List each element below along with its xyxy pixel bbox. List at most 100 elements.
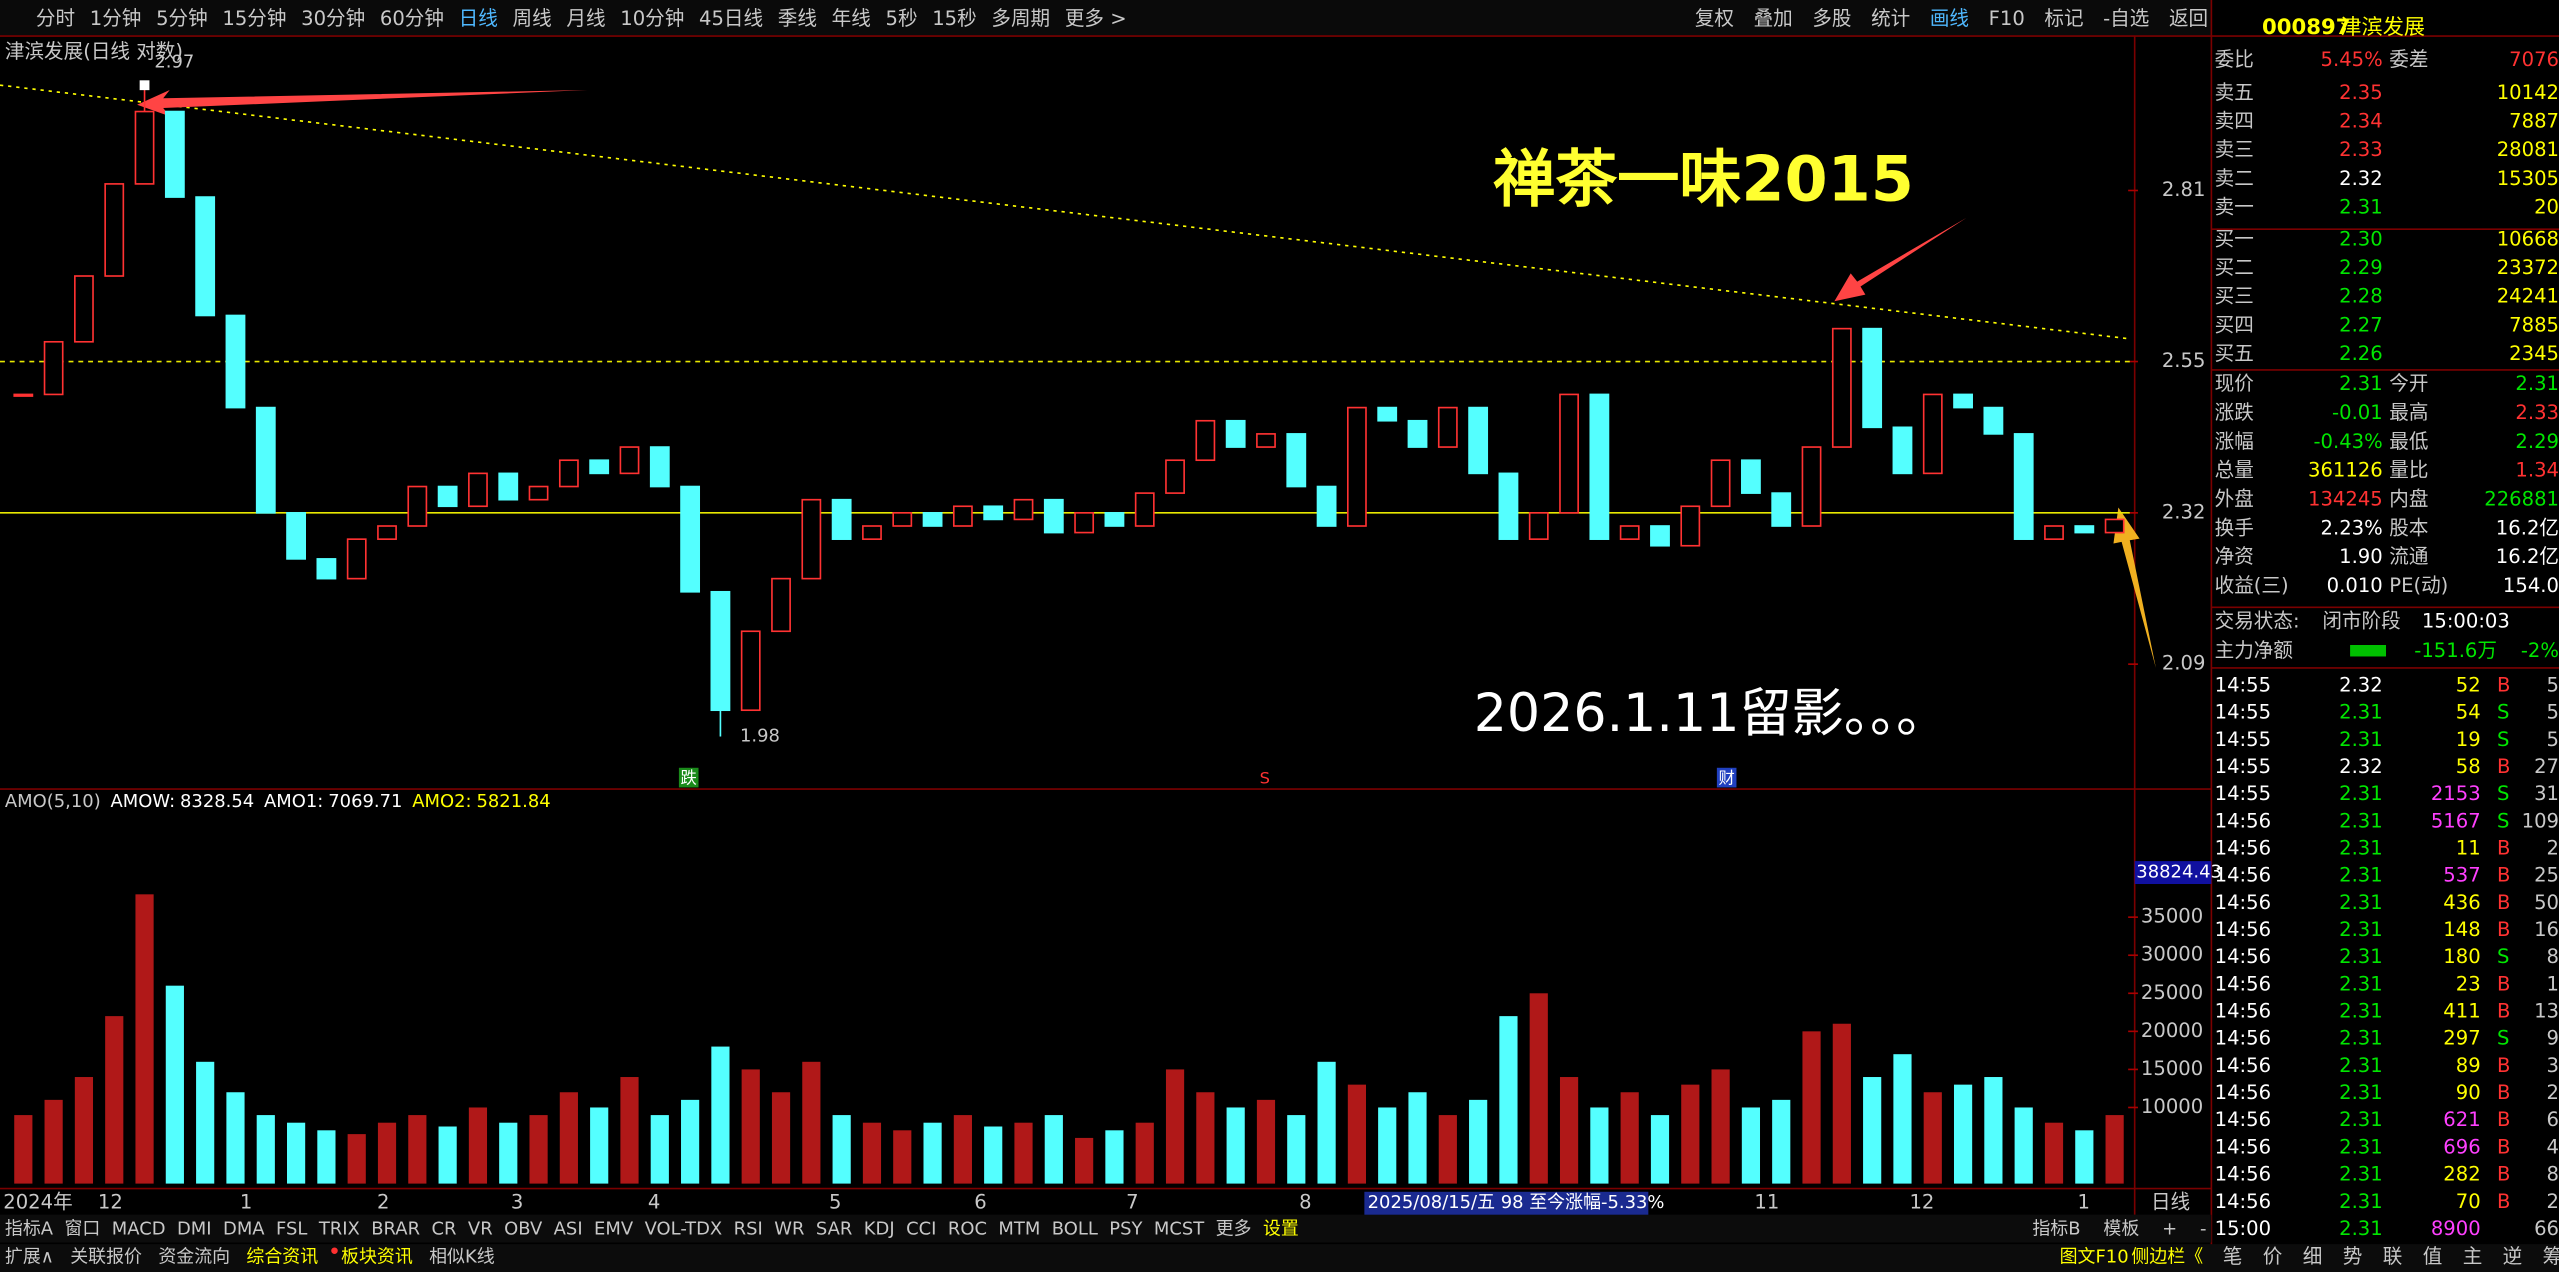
quote-cell: 4 xyxy=(2547,1135,2559,1158)
quote-cell: 696 xyxy=(2443,1135,2480,1158)
side-tab[interactable]: 细 xyxy=(2303,1245,2323,1268)
quote-cell: 14:56 xyxy=(2215,1108,2271,1131)
indicator-tab[interactable]: VOL-TDX xyxy=(645,1218,723,1239)
volume-bar xyxy=(165,985,184,1184)
period-tab[interactable]: 月线 xyxy=(566,7,605,30)
quote-cell: S xyxy=(2497,1027,2509,1050)
volume-bar xyxy=(196,1061,215,1184)
indicator-tab[interactable]: - xyxy=(2200,1218,2206,1239)
tool-button[interactable]: 画线 xyxy=(1930,7,1969,30)
indicator-tab[interactable]: CR xyxy=(431,1218,456,1239)
tool-button[interactable]: 叠加 xyxy=(1754,7,1793,30)
volume-bar xyxy=(1953,1084,1973,1184)
indicator-tab[interactable]: MTM xyxy=(998,1218,1040,1239)
side-tab[interactable]: 主 xyxy=(2463,1245,2483,1268)
period-tab[interactable]: 5秒 xyxy=(886,7,918,30)
indicator-tab[interactable]: OBV xyxy=(504,1218,543,1239)
indicator-tab[interactable]: 模板 xyxy=(2103,1218,2139,1239)
quote-cell: B xyxy=(2497,755,2510,778)
indicator-tab[interactable]: FSL xyxy=(276,1218,307,1239)
indicator-tab[interactable]: + xyxy=(2162,1218,2177,1239)
side-tab[interactable]: 笔 xyxy=(2223,1245,2243,1268)
side-tab[interactable]: 联 xyxy=(2383,1245,2403,1268)
indicator-tab[interactable]: PSY xyxy=(1109,1218,1143,1239)
side-tab[interactable]: 筹 xyxy=(2543,1245,2559,1268)
tool-button[interactable]: 多股 xyxy=(1812,7,1851,30)
period-tab[interactable]: 更多 > xyxy=(1065,7,1127,30)
bottom-tab[interactable]: 相似K线 xyxy=(429,1246,495,1267)
tool-button[interactable]: 返回 xyxy=(2169,7,2208,30)
quote-cell: 买一 xyxy=(2215,227,2254,250)
indicator-tab[interactable]: 指标B xyxy=(2032,1218,2080,1239)
volume-bar xyxy=(1832,1023,1851,1184)
tool-button[interactable]: 标记 xyxy=(2044,7,2083,30)
quote-cell: 27 xyxy=(2534,755,2559,778)
indicator-tab[interactable]: DMI xyxy=(177,1218,212,1239)
side-tab[interactable]: 价 xyxy=(2263,1245,2283,1268)
volume-bar xyxy=(590,1107,609,1184)
bottom-bar xyxy=(0,1244,2559,1272)
stock-code: 000897 xyxy=(2262,15,2351,40)
indicator-tab[interactable]: BRAR xyxy=(371,1218,420,1239)
quote-cell: 8 xyxy=(2547,1163,2559,1186)
indicator-tab[interactable]: CCI xyxy=(906,1218,936,1239)
quote-cell: 16 xyxy=(2534,918,2559,941)
indicator-tab[interactable]: 指标A xyxy=(5,1218,54,1239)
period-tab[interactable]: 分时 xyxy=(36,7,75,30)
bottom-tab[interactable]: 侧边栏《 xyxy=(2131,1246,2203,1267)
indicator-tab[interactable]: EMV xyxy=(594,1218,634,1239)
indicator-tab[interactable]: RSI xyxy=(734,1218,763,1239)
side-tab[interactable]: 值 xyxy=(2423,1245,2443,1268)
indicator-tab[interactable]: ASI xyxy=(554,1218,583,1239)
period-tab[interactable]: 日线 xyxy=(459,7,498,30)
indicator-tab[interactable]: WR xyxy=(774,1218,804,1239)
tool-button[interactable]: -自选 xyxy=(2103,7,2149,30)
period-tab[interactable]: 5分钟 xyxy=(156,7,208,30)
tool-button[interactable]: 复权 xyxy=(1695,7,1734,30)
period-tab[interactable]: 45日线 xyxy=(699,7,763,30)
volume-bar xyxy=(105,1016,124,1184)
period-tab[interactable]: 季线 xyxy=(778,7,817,30)
indicator-tab[interactable]: MCST xyxy=(1154,1218,1205,1239)
period-tab[interactable]: 周线 xyxy=(513,7,552,30)
indicator-tab[interactable]: 更多 xyxy=(1216,1218,1252,1239)
indicator-tab[interactable]: 设置 xyxy=(1263,1218,1299,1239)
period-tab[interactable]: 1分钟 xyxy=(90,7,142,30)
indicator-tab[interactable]: MACD xyxy=(112,1218,166,1239)
volume-bar xyxy=(287,1122,306,1184)
period-tab[interactable]: 30分钟 xyxy=(301,7,365,30)
side-tab[interactable]: 逆 xyxy=(2503,1245,2523,1268)
period-tab[interactable]: 10分钟 xyxy=(620,7,684,30)
bottom-tab[interactable]: 综合资讯 xyxy=(246,1246,318,1267)
quote-cell: 2 xyxy=(2547,836,2559,859)
tool-button[interactable]: F10 xyxy=(1989,7,2025,30)
volume-bar xyxy=(317,1130,336,1184)
bottom-tab[interactable]: 资金流向 xyxy=(158,1246,230,1267)
indicator-tab[interactable]: KDJ xyxy=(864,1218,895,1239)
bottom-tab[interactable]: 图文F10 xyxy=(2060,1246,2129,1267)
quote-cell: 总量 xyxy=(2215,459,2254,482)
quote-cell: 2.27 xyxy=(2339,313,2383,336)
indicator-tab[interactable]: 窗口 xyxy=(64,1218,100,1239)
period-tab[interactable]: 多周期 xyxy=(991,7,1050,30)
side-tab[interactable]: 势 xyxy=(2343,1245,2363,1268)
indicator-tab[interactable]: DMA xyxy=(223,1218,265,1239)
period-tab[interactable]: 15分钟 xyxy=(222,7,286,30)
tool-button[interactable]: 统计 xyxy=(1871,7,1910,30)
volume-bar xyxy=(741,1069,760,1184)
indicator-tab[interactable]: VR xyxy=(468,1218,493,1239)
bottom-tab[interactable]: 板块资讯 xyxy=(341,1246,413,1267)
bottom-tab[interactable]: 关联报价 xyxy=(70,1246,142,1267)
indicator-tab[interactable]: ROC xyxy=(948,1218,987,1239)
quote-cell: B xyxy=(2497,1081,2510,1104)
bottom-tab[interactable]: 扩展∧ xyxy=(5,1246,54,1267)
indicator-tab[interactable]: TRIX xyxy=(318,1218,360,1239)
period-tab[interactable]: 60分钟 xyxy=(380,7,444,30)
indicator-tab[interactable]: BOLL xyxy=(1052,1218,1098,1239)
indicator-tab[interactable]: SAR xyxy=(816,1218,852,1239)
quote-cell: 2.31 xyxy=(2515,372,2559,395)
period-tab[interactable]: 年线 xyxy=(832,7,871,30)
y-tick-label: 2.55 xyxy=(2162,349,2206,372)
period-tab[interactable]: 15秒 xyxy=(932,7,976,30)
quote-cell: 买五 xyxy=(2215,342,2254,365)
